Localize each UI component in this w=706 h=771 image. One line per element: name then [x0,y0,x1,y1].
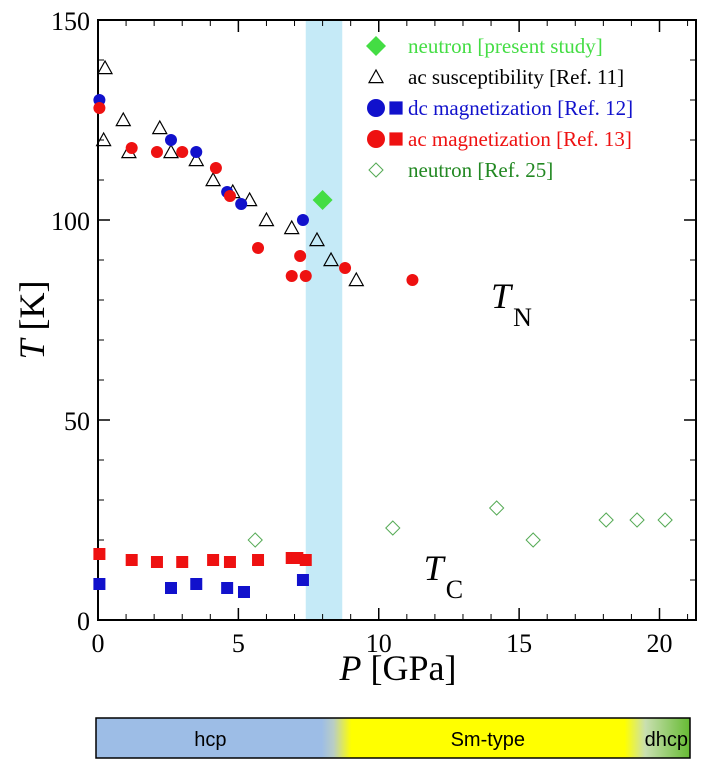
data-point-ac-magnetization-tn [176,146,189,158]
data-point-ac-magnetization-tn [209,162,222,174]
data-point-neutron-ref25 [385,520,401,536]
data-point-ac-susceptibility [188,151,205,167]
data-point-neutron-ref25 [598,512,614,528]
x-tick-label: 20 [647,629,673,658]
y-tick-label: 0 [77,607,90,636]
legend-ac-magnetization-marker [367,130,385,148]
data-point-neutron-ref25 [629,512,645,528]
data-point-ac-susceptibility [283,219,300,235]
data-point-ac-magnetization-tc [207,554,220,566]
data-point-ac-magnetization-tn [125,142,138,154]
x-tick-label: 10 [366,629,392,658]
legend-neutron-ref25-marker [368,162,384,178]
legend-ac-susceptibility-marker [367,68,385,84]
x-tick-label: 15 [506,629,532,658]
legend-dc-magnetization-marker [367,99,385,117]
legend-neutron-present-marker [366,36,386,56]
data-point-dc-magnetization-tn [296,214,309,226]
data-point-dc-magnetization-tc [237,586,250,598]
data-point-ac-magnetization-tc [252,554,265,566]
data-point-ac-magnetization-tn [252,242,265,254]
data-point-ac-magnetization-tn [150,146,163,158]
data-point-ac-susceptibility [151,119,168,135]
data-point-ac-magnetization-tc [125,554,138,566]
y-axis-label: T [K] [12,280,52,359]
data-point-neutron-ref25 [488,500,505,516]
y-tick-label: 100 [51,207,90,236]
data-point-ac-susceptibility [96,59,114,75]
phase-label-sm-type: Sm-type [451,729,525,751]
data-point-ac-magnetization-tn [93,102,106,114]
legend-ac-susceptibility-label: ac susceptibility [Ref. 11] [408,65,624,89]
pressure-band-highlight [305,20,343,620]
data-point-ac-susceptibility [258,211,275,227]
data-point-dc-magnetization-tc [221,582,234,594]
legend-neutron-ref25-label: neutron [Ref. 25] [408,158,553,182]
data-point-ac-susceptibility [205,171,222,187]
annotation-tn: TN [491,276,532,332]
data-point-neutron-present [312,190,333,210]
y-tick-label: 50 [64,407,90,436]
legend-dc-magnetization-marker-square [389,101,403,115]
data-point-dc-magnetization-tc [93,578,106,590]
data-point-ac-magnetization-tc [93,548,106,560]
data-point-ac-susceptibility [348,271,365,287]
data-point-ac-susceptibility [115,111,132,127]
data-point-ac-magnetization-tc [223,556,236,568]
data-point-dc-magnetization-tn [164,134,177,146]
phase-label-hcp: hcp [194,729,226,751]
data-point-dc-magnetization-tn [235,198,248,210]
data-point-ac-magnetization-tn [339,262,352,274]
data-point-neutron-ref25 [657,512,673,528]
data-point-ac-magnetization-tc [299,554,312,566]
data-point-ac-susceptibility [308,231,326,247]
data-point-ac-susceptibility [241,191,258,207]
data-point-ac-magnetization-tn [285,270,298,282]
data-point-ac-magnetization-tn [294,250,307,262]
x-tick-label: 5 [232,629,245,658]
data-point-dc-magnetization-tc [164,582,177,594]
data-point-ac-susceptibility [95,131,112,147]
data-point-ac-magnetization-tn [299,270,312,282]
data-point-ac-magnetization-tn [406,274,419,286]
data-point-dc-magnetization-tc [296,574,309,586]
data-point-ac-susceptibility [323,251,340,267]
data-point-dc-magnetization-tn [190,146,203,158]
phase-bar: hcp Sm-type dhcp [95,717,691,759]
legend-ac-magnetization-marker-square [389,132,403,146]
x-tick-label: 0 [92,629,105,658]
legend-ac-magnetization-label: ac magnetization [Ref. 13] [408,127,632,151]
legend-dc-magnetization-label: dc magnetization [Ref. 12] [408,96,633,120]
phase-bar-fill [95,717,691,759]
data-point-dc-magnetization-tc [190,578,203,590]
plot-frame [97,19,697,621]
data-point-neutron-ref25 [247,532,263,548]
data-point-neutron-ref25 [525,532,541,548]
data-point-ac-magnetization-tc [176,556,189,568]
data-point-ac-susceptibility [162,143,180,159]
y-tick-label: 150 [51,7,90,36]
phase-label-dhcp: dhcp [645,729,688,751]
data-point-ac-magnetization-tc [150,556,163,568]
legend-neutron-present-label: neutron [present study] [408,34,603,58]
annotation-tc: TC [424,548,463,604]
data-point-ac-magnetization-tn [223,190,236,202]
x-axis-label: P [GPa] [339,648,457,688]
